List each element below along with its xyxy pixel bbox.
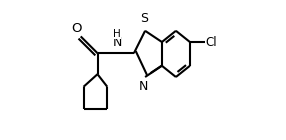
Text: N: N	[139, 80, 148, 93]
Text: H: H	[113, 29, 121, 39]
Text: Cl: Cl	[206, 36, 217, 48]
Text: N: N	[112, 36, 122, 49]
Text: O: O	[72, 22, 82, 34]
Text: S: S	[140, 12, 148, 25]
